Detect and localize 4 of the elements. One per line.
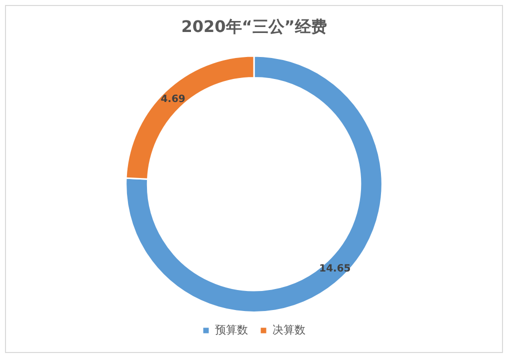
data-label: 4.69 xyxy=(160,94,186,105)
chart-title: 2020年“三公”经费 xyxy=(181,16,327,36)
legend-label: 决算数 xyxy=(272,323,306,336)
legend-label: 预算数 xyxy=(215,323,248,336)
